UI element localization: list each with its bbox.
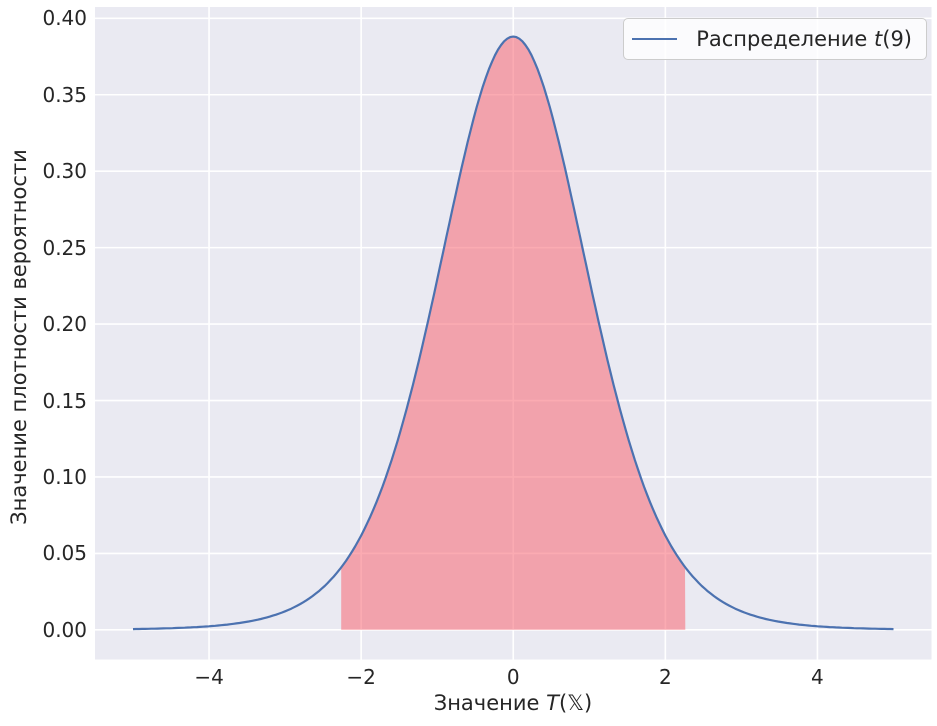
legend-label-variable: t: [874, 27, 883, 51]
x-tick-label: 4: [811, 665, 824, 689]
legend-line-sample: [632, 38, 678, 40]
y-tick-label: 0.35: [42, 82, 87, 107]
x-tick-label: −2: [346, 665, 376, 689]
x-tick-label: −4: [194, 665, 224, 689]
shaded-area: [341, 36, 686, 630]
x-axis-label: Значение T(𝕏): [313, 691, 713, 715]
y-tick-label: 0.15: [42, 388, 87, 413]
y-tick-label: 0.25: [42, 235, 87, 260]
x-tick-label: 2: [658, 665, 672, 689]
y-tick-label: 0.30: [42, 159, 87, 184]
legend-label: Распределение t(9): [696, 27, 912, 51]
legend-label-text: Распределение: [696, 27, 875, 51]
y-tick-label: 0.05: [42, 541, 87, 566]
y-tick-label: 0.10: [42, 464, 87, 489]
x-axis-label-variable: T: [546, 691, 559, 715]
y-tick-label: 0.00: [42, 617, 87, 642]
legend-label-suffix: (9): [882, 27, 912, 51]
density-curve: [132, 35, 894, 631]
legend-box: Распределение t(9): [623, 18, 927, 60]
y-tick-label: 0.20: [42, 312, 87, 337]
x-tick-label: 0: [506, 665, 520, 689]
x-axis-label-suffix: (𝕏): [558, 691, 593, 715]
x-axis-label-text: Значение: [433, 691, 547, 715]
y-tick-label: 0.40: [42, 6, 87, 31]
